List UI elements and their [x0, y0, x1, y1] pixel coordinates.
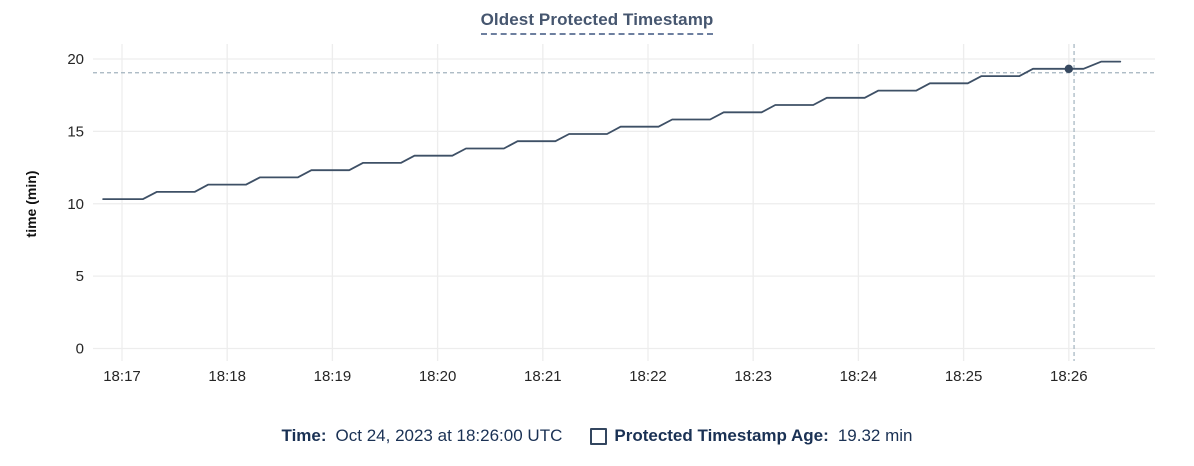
- legend-time-label: Time:: [281, 426, 327, 445]
- x-tick-label: 18:21: [524, 368, 562, 385]
- y-axis-label: time (min): [23, 170, 39, 238]
- x-tick-label: 18:17: [103, 368, 141, 385]
- line-chart-plot[interactable]: 0 5 10 15 20 18:17 18:18 18:19 18:20 18:21 18:22 18…: [0, 0, 1194, 402]
- legend-series-label[interactable]: Protected Timestamp Age:: [614, 426, 829, 445]
- hover-point-dot: [1064, 64, 1074, 74]
- series-toggle-checkbox[interactable]: [590, 427, 608, 445]
- chart-title[interactable]: Oldest Protected Timestamp: [480, 10, 714, 35]
- x-tick-label: 18:24: [840, 368, 878, 385]
- chart-legend: Time: Oct 24, 2023 at 18:26:00 UTC Prote…: [0, 423, 1194, 449]
- x-tick-label: 18:23: [734, 368, 772, 385]
- x-tick-label: 18:22: [629, 368, 667, 385]
- x-tick-label: 18:25: [945, 368, 983, 385]
- y-tick-label: 10: [67, 196, 84, 213]
- legend-time-value: Oct 24, 2023 at 18:26:00 UTC: [335, 426, 563, 445]
- y-tick-label: 0: [76, 341, 84, 358]
- y-tick-label: 20: [67, 51, 84, 68]
- chart-title-row: Oldest Protected Timestamp: [0, 10, 1194, 35]
- x-tick-label: 18:20: [419, 368, 457, 385]
- series-line: [102, 60, 1122, 201]
- x-tick-label: 18:19: [314, 368, 352, 385]
- y-tick-label: 15: [67, 123, 84, 140]
- x-tick-label: 18:26: [1050, 368, 1088, 385]
- x-tick-label: 18:18: [208, 368, 246, 385]
- legend-series-value: 19.32 min: [837, 426, 913, 445]
- y-tick-label: 5: [76, 268, 84, 285]
